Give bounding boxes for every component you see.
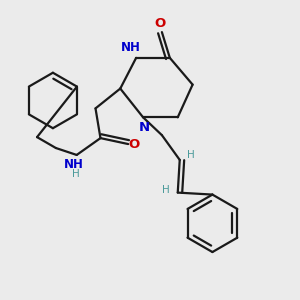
Text: NH: NH <box>64 158 84 171</box>
Text: H: H <box>187 150 194 160</box>
Text: O: O <box>128 138 140 151</box>
Text: NH: NH <box>121 41 141 55</box>
Text: H: H <box>162 184 170 195</box>
Text: H: H <box>72 169 80 179</box>
Text: O: O <box>154 17 166 30</box>
Text: N: N <box>139 121 150 134</box>
